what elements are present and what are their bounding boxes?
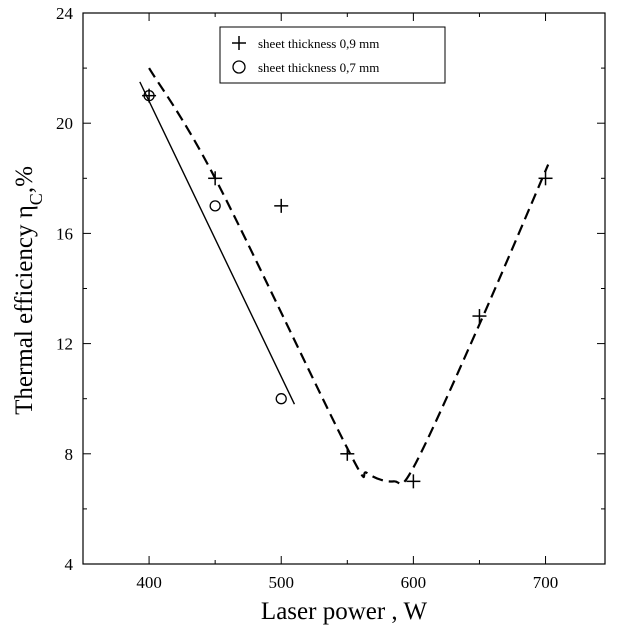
y-tick-label: 16 xyxy=(56,224,73,243)
trend-line-series-0 xyxy=(148,67,550,486)
y-tick-label: 20 xyxy=(56,114,73,133)
data-point-circle-1 xyxy=(209,200,221,212)
y-axis-title: Thermal efficiency ηC,% xyxy=(11,166,46,415)
x-tick-label: 600 xyxy=(401,573,427,592)
legend-marker-circle xyxy=(232,60,246,74)
legend-circle-symbol xyxy=(232,60,246,74)
y-tick-label: 8 xyxy=(65,445,74,464)
data-point-plus-3 xyxy=(340,446,355,461)
trend-lines xyxy=(139,67,550,486)
tick-labels: 400 500 600 700 4 8 12 16 20 24 xyxy=(56,4,558,592)
x-tick-label: 500 xyxy=(268,573,294,592)
legend-item-0.7mm: sheet thickness 0,7 mm xyxy=(232,60,379,75)
y-tick-label: 24 xyxy=(56,4,74,23)
legend-plus-symbol xyxy=(232,36,246,50)
axis-ticks xyxy=(82,12,605,565)
y-axis-title-main: Thermal efficiency η xyxy=(11,205,38,415)
plot-area xyxy=(82,12,606,565)
x-tick-label: 400 xyxy=(136,573,162,592)
y-axis-title-subscript: C xyxy=(26,193,46,205)
data-point-plus-5 xyxy=(472,309,487,324)
data-point-circle-0 xyxy=(143,90,155,102)
legend-label: sheet thickness 0,9 mm xyxy=(258,36,379,51)
trend-line-series-1 xyxy=(139,81,296,405)
data-point-plus-6 xyxy=(538,171,553,186)
data-markers xyxy=(142,88,553,489)
data-point-plus-2 xyxy=(274,198,289,213)
data-point-plus-4 xyxy=(406,474,421,489)
legend-item-0.9mm: sheet thickness 0,9 mm xyxy=(232,36,379,51)
legend: sheet thickness 0,9 mm sheet thickness 0… xyxy=(219,26,446,84)
legend-marker-plus xyxy=(232,36,246,50)
y-tick-label: 4 xyxy=(65,555,74,574)
legend-box xyxy=(219,26,446,84)
y-tick-label: 12 xyxy=(56,335,73,354)
data-point-plus-1 xyxy=(208,171,223,186)
legend-label: sheet thickness 0,7 mm xyxy=(258,60,379,75)
plot-frame xyxy=(82,12,606,565)
data-point-circle-2 xyxy=(275,393,287,405)
x-axis-title: Laser power , W xyxy=(261,598,428,625)
x-tick-label: 700 xyxy=(533,573,559,592)
y-axis-title-suffix: ,% xyxy=(11,166,38,193)
